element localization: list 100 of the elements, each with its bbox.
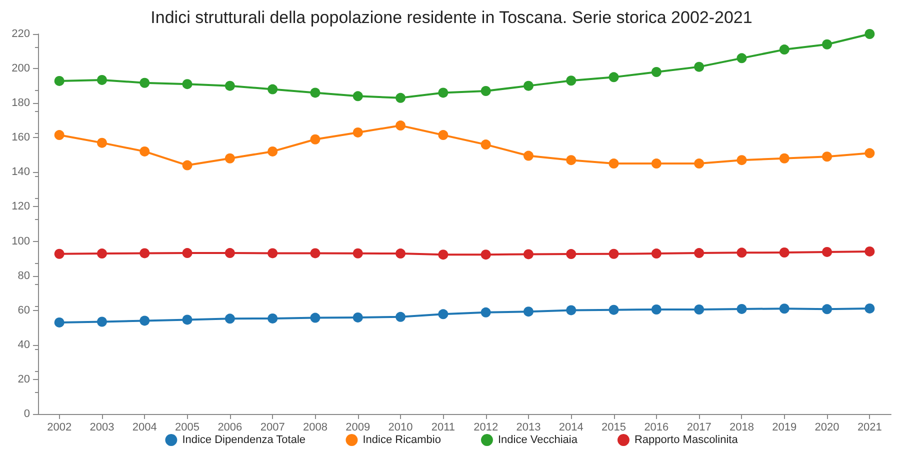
- point: [694, 158, 704, 169]
- point: [651, 248, 662, 259]
- point: [352, 248, 363, 258]
- point: [566, 249, 576, 260]
- point: [310, 88, 320, 98]
- x-tick-label: 2018: [729, 422, 754, 434]
- point: [224, 248, 235, 258]
- point: [352, 127, 363, 138]
- point: [182, 248, 192, 258]
- y-tick-label: 180: [12, 97, 30, 110]
- y-tick-label: 40: [18, 338, 30, 351]
- x-tick-label: 2007: [260, 422, 285, 434]
- x-tick-label: 2010: [388, 422, 413, 434]
- point: [224, 314, 235, 324]
- point: [566, 155, 576, 166]
- y-tick-label: 120: [12, 200, 30, 213]
- x-tick-label: 2009: [346, 422, 370, 434]
- y-tick-label: 20: [18, 373, 30, 386]
- point: [822, 304, 832, 314]
- x-tick-label: 2017: [686, 422, 712, 434]
- x-tick-label: 2002: [47, 422, 72, 434]
- point: [224, 153, 235, 164]
- point: [480, 307, 491, 318]
- point: [736, 155, 747, 166]
- point: [96, 74, 107, 85]
- point: [140, 146, 150, 156]
- y-tick-label: 0: [24, 408, 30, 420]
- point: [694, 62, 704, 72]
- point: [438, 88, 448, 98]
- point: [140, 316, 150, 326]
- point: [651, 158, 662, 169]
- point: [396, 92, 406, 103]
- point: [608, 158, 619, 169]
- point: [694, 304, 704, 314]
- point: [268, 146, 278, 156]
- point: [268, 84, 278, 94]
- y-tick-label: 200: [12, 62, 30, 75]
- point: [779, 44, 790, 55]
- x-tick-label: 2005: [175, 422, 200, 434]
- point: [736, 304, 747, 314]
- x-tick-label: 2020: [814, 422, 840, 434]
- point: [779, 153, 790, 164]
- point: [566, 305, 576, 316]
- y-tick-label: 80: [18, 270, 30, 282]
- point: [268, 313, 278, 324]
- point: [310, 134, 320, 144]
- x-tick-label: 2012: [474, 422, 498, 434]
- y-tick-label: 140: [12, 166, 30, 178]
- point: [523, 150, 534, 161]
- point: [608, 72, 619, 82]
- point: [822, 152, 832, 162]
- point: [480, 140, 491, 150]
- point: [310, 312, 320, 323]
- x-tick-label: 2021: [857, 422, 882, 434]
- point: [694, 248, 704, 258]
- point: [438, 250, 448, 260]
- point: [54, 248, 64, 259]
- point: [736, 53, 747, 64]
- point: [822, 39, 832, 50]
- point: [822, 246, 832, 257]
- x-tick-label: 2011: [431, 422, 456, 434]
- point: [523, 249, 534, 260]
- point: [140, 78, 150, 88]
- point: [608, 248, 619, 259]
- x-tick-label: 2016: [644, 422, 669, 434]
- point: [396, 248, 406, 259]
- x-tick-label: 2003: [90, 422, 114, 434]
- point: [224, 80, 235, 91]
- point: [608, 304, 619, 315]
- legend-label: Indice Ricambio: [362, 434, 441, 446]
- legend-label: Indice Vecchiaia: [498, 434, 578, 446]
- point: [310, 248, 320, 258]
- point: [523, 80, 534, 91]
- point: [779, 248, 790, 258]
- legend-label: Rapporto Mascolinita: [634, 434, 739, 446]
- x-tick-label: 2019: [772, 422, 797, 434]
- point: [864, 148, 875, 158]
- point: [396, 120, 406, 131]
- point: [352, 91, 363, 102]
- point: [140, 248, 150, 258]
- point: [54, 317, 64, 328]
- point: [182, 160, 192, 170]
- legend-label: Indice Dipendenza Totale: [182, 434, 306, 446]
- point: [566, 76, 576, 86]
- y-tick-label: 220: [12, 28, 30, 40]
- point: [651, 304, 662, 314]
- point: [480, 250, 491, 260]
- point: [864, 303, 875, 314]
- point: [438, 130, 448, 140]
- chart-title: Indici strutturali della popolazione residente in Toscana. Serie storica 2002-2021: [150, 8, 752, 27]
- point: [523, 306, 534, 317]
- point: [864, 29, 875, 39]
- point: [96, 138, 107, 148]
- x-tick-label: 2008: [302, 422, 328, 434]
- point: [736, 248, 747, 258]
- point: [182, 314, 192, 325]
- x-tick-label: 2014: [558, 422, 584, 434]
- point: [54, 130, 64, 140]
- x-tick-label: 2006: [218, 422, 242, 434]
- point: [352, 312, 363, 322]
